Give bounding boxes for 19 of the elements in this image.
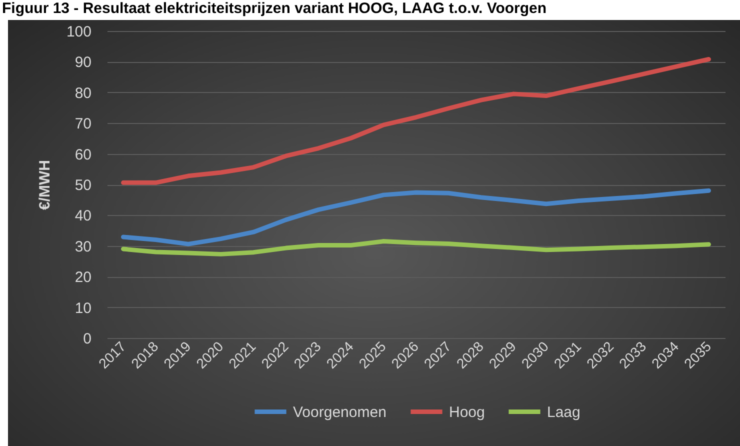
line-series xyxy=(121,239,711,256)
y-tick-label: 50 xyxy=(74,177,92,194)
y-tick-label: 90 xyxy=(74,54,92,72)
y-axis-title: €/MWH xyxy=(36,160,54,210)
legend-label: Voorgenomen xyxy=(293,404,386,421)
y-tick-label: 60 xyxy=(74,146,92,164)
y-tick-label: 0 xyxy=(83,330,92,348)
y-tick-label: 30 xyxy=(74,238,92,256)
y-tick-label: 100 xyxy=(66,24,92,40)
line-series xyxy=(121,56,711,185)
chart-title: Figuur 13 - Resultaat elektriciteitsprijzen variant HOOG, LAAG t.o.v. Voorgen xyxy=(2,0,547,17)
y-tick-label: 10 xyxy=(74,300,92,317)
legend-label: Hoog xyxy=(449,404,485,421)
y-tick-label: 80 xyxy=(74,84,92,102)
y-tick-label: 70 xyxy=(74,116,92,133)
y-tick-label: 20 xyxy=(74,269,92,286)
y-tick-label: 40 xyxy=(74,208,92,225)
line-series xyxy=(121,188,711,246)
legend-label: Laag xyxy=(547,404,580,421)
